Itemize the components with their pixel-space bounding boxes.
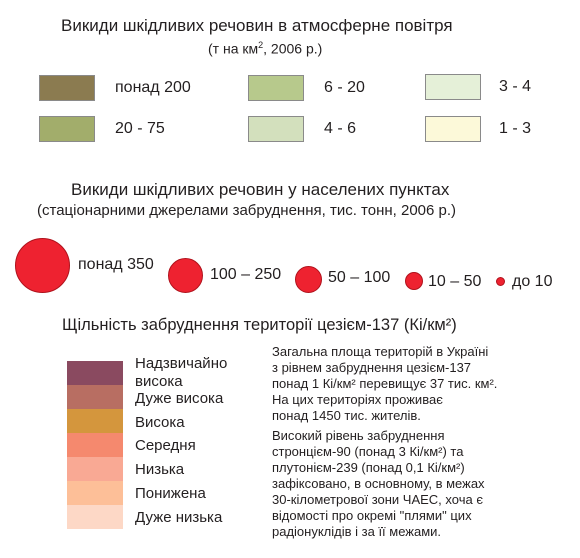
- air-legend-swatch-4-6: [248, 116, 304, 142]
- air-legend-swatch-6-20: [248, 75, 304, 101]
- cesium-label-very-high: Дуже висока: [135, 390, 224, 407]
- settlement-label-10-50: 10 – 50: [428, 273, 482, 290]
- note-line: з рівнем забруднення цезієм-137: [272, 360, 472, 375]
- cesium-swatch-extremely-high: [67, 361, 123, 385]
- cesium-swatch-low: [67, 457, 123, 481]
- settlement-circle-50-100: [295, 266, 322, 293]
- air-legend-label-4-6: 4 - 6: [324, 120, 357, 137]
- note-line: понад 1450 тис. жителів.: [272, 408, 421, 423]
- air-legend-swatch-20-75: [39, 116, 95, 142]
- cesium-label-medium: Середня: [135, 437, 196, 454]
- cesium-label-reduced: Понижена: [135, 485, 206, 502]
- section1-subtitle-post: , 2006 р.): [263, 40, 323, 57]
- air-legend-label-over-200: понад 200: [115, 79, 191, 96]
- note-line: Загальна площа територій в Україні: [272, 344, 489, 359]
- settlement-label-100-250: 100 – 250: [210, 266, 282, 283]
- air-legend-swatch-1-3: [425, 116, 481, 142]
- note-line: радіонуклідів і за її межами.: [272, 524, 442, 539]
- cesium-label-low: Низька: [135, 461, 185, 478]
- cesium-label-high: Висока: [135, 414, 185, 431]
- section1-title: Викиди шкідливих речовин в атмосферне по…: [61, 16, 453, 35]
- settlement-label-50-100: 50 – 100: [328, 269, 391, 286]
- cesium-label-very-low: Дуже низька: [135, 509, 223, 526]
- section1-subtitle: (т на км2, 2006 р.): [208, 40, 322, 57]
- section1-subtitle-sup: 2: [258, 40, 264, 50]
- settlement-circle-100-250: [168, 258, 203, 293]
- cesium-label-extremely-high: Надзвичайно висока: [135, 355, 228, 390]
- air-legend-swatch-3-4: [425, 74, 481, 100]
- section3-title: Щільність забруднення території цезієм-1…: [62, 316, 457, 334]
- settlement-circle-under-10: [496, 277, 505, 286]
- note-line: Високий рівень забруднення: [272, 428, 445, 443]
- cesium-swatch-medium: [67, 433, 123, 457]
- air-legend-label-6-20: 6 - 20: [324, 79, 365, 96]
- note-line: відомості про окремі "плями" цих: [272, 508, 472, 523]
- settlement-label-over-350: понад 350: [78, 256, 154, 273]
- cesium-swatch-very-low: [67, 505, 123, 529]
- section1-subtitle-pre: (т на км: [208, 40, 259, 57]
- cesium-swatch-high: [67, 409, 123, 433]
- note-line: На цих територіях проживає: [272, 392, 443, 407]
- cesium-swatch-very-high: [67, 385, 123, 409]
- settlement-circle-10-50: [405, 272, 423, 290]
- air-legend-label-20-75: 20 - 75: [115, 120, 165, 137]
- note-line: зафіксовано, в основному, в межах: [272, 476, 485, 491]
- note-line: плутонієм-239 (понад 0,1 Кі/км²): [272, 460, 465, 475]
- note-line: понад 1 Кі/км² перевищує 37 тис. км².: [272, 376, 498, 391]
- settlement-label-under-10: до 10: [512, 273, 553, 290]
- note-line: стронцієм-90 (понад 3 Кі/км²) та: [272, 444, 464, 459]
- note-line: 30-кілометрової зони ЧАЕС, хоча є: [272, 492, 483, 507]
- settlement-circle-over-350: [15, 238, 70, 293]
- air-legend-swatch-over-200: [39, 75, 95, 101]
- cesium-swatch-reduced: [67, 481, 123, 505]
- air-legend-label-3-4: 3 - 4: [499, 78, 532, 95]
- section2-subtitle: (стаціонарними джерелами забруднення, ти…: [37, 202, 457, 219]
- section2-title: Викиди шкідливих речовин у населених пун…: [71, 180, 450, 199]
- air-legend-label-1-3: 1 - 3: [499, 120, 532, 137]
